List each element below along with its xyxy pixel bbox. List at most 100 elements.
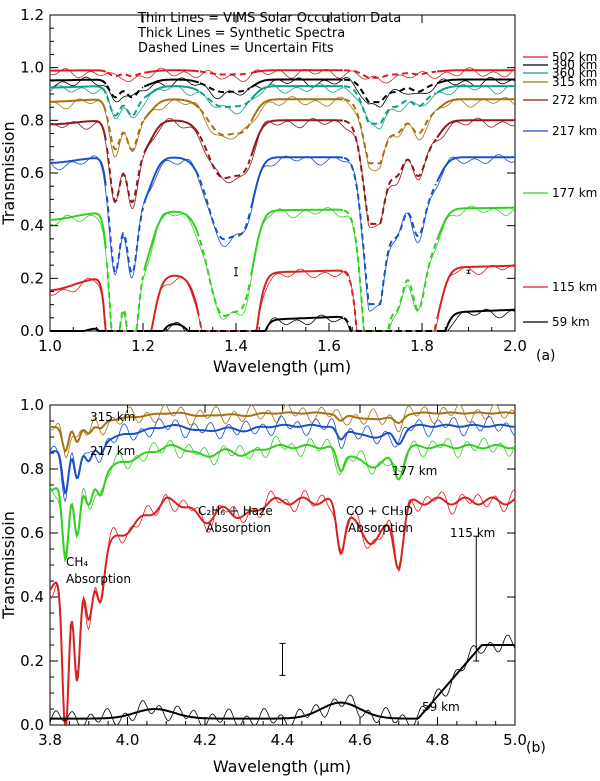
annotation-c2h6-species: C₂H₆ + Haze xyxy=(198,504,273,518)
panel-a-frame xyxy=(49,14,516,332)
synthetic-line xyxy=(50,644,515,720)
legend-label: 315 km xyxy=(552,75,597,89)
a-x-tick-label: 1.2 xyxy=(131,337,155,355)
legend-label: 360 km xyxy=(552,66,597,80)
synthetic-line xyxy=(50,119,515,157)
series-115-km xyxy=(49,489,516,726)
panel-b-label-217: 217 km xyxy=(90,444,135,458)
b-y-tick-label: 0.4 xyxy=(20,588,44,606)
series-272-km xyxy=(49,117,516,229)
synthetic-line-uncertain xyxy=(106,98,437,165)
panel-b-label-115: 115 km xyxy=(450,526,495,540)
synthetic-line xyxy=(49,264,515,332)
panel-b-error-bars xyxy=(279,535,480,676)
panel-a-x-axis-title: Wavelength (μm) xyxy=(213,357,351,376)
panel-a-y-axis-title: Transmission xyxy=(0,121,18,225)
synthetic-line xyxy=(50,156,515,209)
observed-line xyxy=(49,67,516,84)
b-x-tick-label: 4.4 xyxy=(271,731,295,749)
series-390-km xyxy=(49,76,516,108)
synthetic-line xyxy=(49,496,516,726)
synthetic-line-uncertain xyxy=(106,78,437,104)
a-y-tick-label: 1.2 xyxy=(20,6,44,24)
panel-b-series xyxy=(49,404,516,726)
synthetic-line-uncertain xyxy=(107,317,436,332)
a-x-tick-label: 1.6 xyxy=(317,337,341,355)
series-177-km xyxy=(49,205,516,332)
annotation-co-species: CO + CH₃D xyxy=(346,504,413,518)
series-217-km xyxy=(49,415,516,503)
a-x-tick-label: 2.0 xyxy=(503,337,527,355)
legend-note-dashed: Dashed Lines = Uncertain Fits xyxy=(138,41,334,56)
a-y-tick-label: 0.8 xyxy=(20,111,44,129)
panel-b-y-axis-title: Transmissioin xyxy=(0,511,18,620)
annotation-ch4-species: CH₄ xyxy=(66,555,88,569)
panel-b-label-59: 59 km xyxy=(422,700,460,714)
synthetic-line xyxy=(50,98,515,122)
a-y-tick-label: 0.0 xyxy=(20,322,44,340)
observed-line xyxy=(49,205,516,332)
b-y-tick-label: 0.0 xyxy=(20,716,44,734)
synthetic-line-uncertain xyxy=(106,85,437,125)
a-x-tick-label: 1.0 xyxy=(38,337,62,355)
synthetic-line-uncertain xyxy=(106,69,436,79)
a-x-tick-label: 1.8 xyxy=(410,337,434,355)
synthetic-line-uncertain xyxy=(106,119,437,225)
b-y-tick-label: 0.6 xyxy=(20,524,44,542)
annotation-ch4-absorption: Absorption xyxy=(66,572,131,586)
a-y-tick-label: 1.0 xyxy=(20,59,44,77)
series-115-km xyxy=(49,264,516,332)
synthetic-line xyxy=(50,85,515,100)
observed-line xyxy=(49,415,516,503)
observed-line xyxy=(49,117,516,229)
panel-a-y-ticks: 0.0 0.2 0.4 0.6 0.8 1.0 1.2 xyxy=(20,6,515,340)
panel-b-y-ticks: 0.0 0.2 0.4 0.6 0.8 1.0 xyxy=(20,396,515,734)
panel-b-label-177: 177 km xyxy=(392,464,437,478)
legend-label: 59 km xyxy=(552,315,590,329)
b-x-tick-label: 4.8 xyxy=(426,731,450,749)
synthetic-line xyxy=(50,69,515,74)
synthetic-line xyxy=(50,411,516,453)
legend-label: 217 km xyxy=(552,124,597,138)
panel-b-label: (b) xyxy=(526,740,546,756)
b-x-tick-label: 4.6 xyxy=(348,731,372,749)
series-502-km xyxy=(49,67,516,84)
legend-label: 115 km xyxy=(552,280,597,294)
b-y-tick-label: 1.0 xyxy=(20,396,44,414)
panel-b-x-ticks: 3.8 4.0 4.2 4.4 4.6 4.8 5.0 xyxy=(38,405,527,749)
legend-label: 390 km xyxy=(552,58,597,72)
panel-a-error-bars xyxy=(234,267,471,277)
legend-note-thick: Thick Lines = Synthetic Spectra xyxy=(137,26,345,41)
series-315-km xyxy=(49,404,516,459)
b-x-tick-label: 5.0 xyxy=(503,731,527,749)
annotation-c2h6-absorption: Absorption xyxy=(206,521,271,535)
series-217-km xyxy=(49,154,516,312)
legend-label: 177 km xyxy=(552,186,597,200)
observed-line xyxy=(49,489,516,726)
synthetic-line xyxy=(50,308,516,332)
synthetic-line-uncertain xyxy=(106,156,437,306)
series-59-km xyxy=(49,634,516,726)
series-315-km xyxy=(49,96,516,172)
panel-a-series xyxy=(49,67,516,332)
b-y-tick-label: 0.8 xyxy=(20,460,44,478)
synthetic-line xyxy=(50,206,515,276)
panel-a: 1.0 1.2 1.4 1.6 1.8 2.0 0.0 0.2 0.4 0.6 0.8 1.0 1.2… xyxy=(0,6,597,376)
legend-note-thin: Thin Lines = VIMS Solar Occulation Data xyxy=(137,11,401,26)
b-y-tick-label: 0.2 xyxy=(20,652,44,670)
b-x-tick-label: 4.2 xyxy=(193,731,217,749)
synthetic-line xyxy=(50,78,515,89)
b-x-tick-label: 4.0 xyxy=(116,731,140,749)
a-x-tick-label: 1.4 xyxy=(224,337,248,355)
a-y-tick-label: 0.6 xyxy=(20,164,44,182)
series-360-km xyxy=(49,83,516,130)
legend-label: 502 km xyxy=(552,50,597,64)
synthetic-line xyxy=(49,443,516,563)
b-x-tick-label: 3.8 xyxy=(38,731,62,749)
panel-b-label-315: 315 km xyxy=(90,410,135,424)
series-177-km xyxy=(49,435,516,563)
synthetic-line xyxy=(50,423,515,495)
series-59-km xyxy=(50,308,516,332)
